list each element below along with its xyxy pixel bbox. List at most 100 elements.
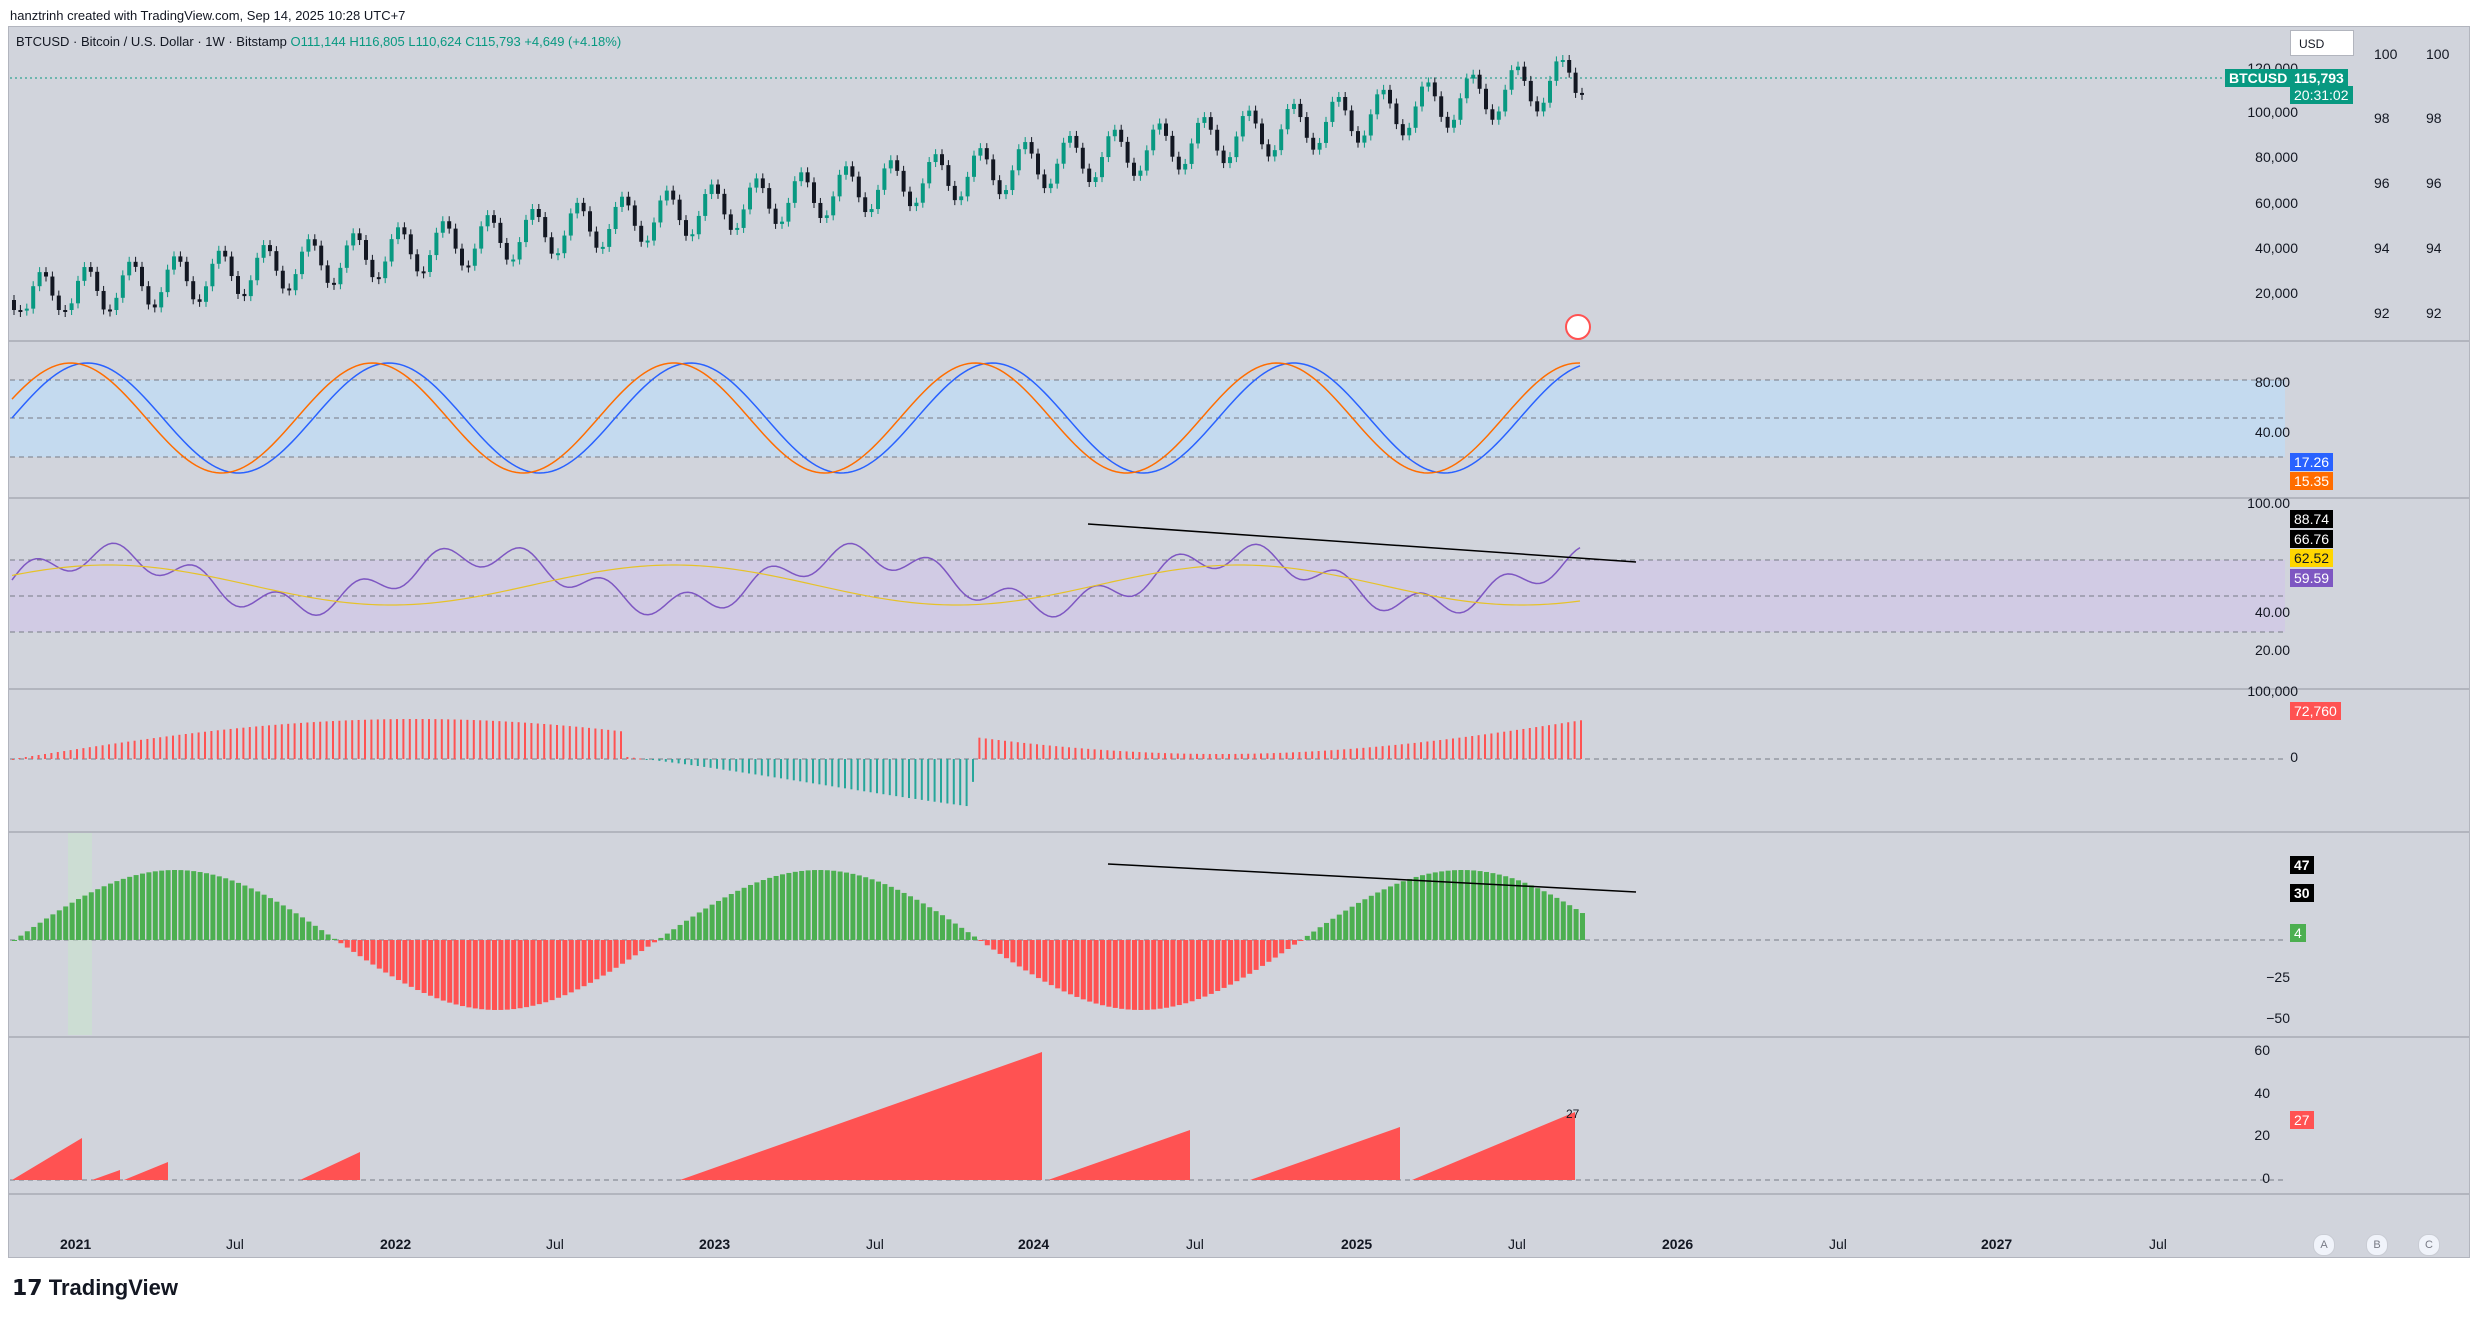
momentum-bar bbox=[1196, 940, 1201, 1000]
momentum-bar bbox=[1317, 927, 1323, 940]
hist-bar bbox=[287, 723, 290, 759]
candle bbox=[1407, 127, 1412, 136]
candle bbox=[1362, 135, 1367, 143]
currency-selector[interactable]: USD bbox=[2290, 30, 2354, 56]
hist-bar bbox=[492, 720, 494, 759]
candle bbox=[607, 229, 612, 247]
candle bbox=[888, 160, 893, 169]
hist-bar bbox=[1420, 742, 1422, 759]
candle bbox=[402, 227, 407, 235]
candle bbox=[901, 170, 906, 192]
candle bbox=[472, 248, 477, 266]
hist-bar bbox=[293, 723, 296, 759]
candle bbox=[255, 257, 260, 281]
momentum-bar bbox=[1458, 870, 1464, 940]
candle bbox=[242, 293, 247, 297]
ohlc-high: H116,805 bbox=[349, 34, 405, 49]
candle bbox=[236, 276, 240, 294]
hist-bar bbox=[370, 719, 373, 759]
tradingview-logo[interactable]: 𝟭𝟳 TradingView bbox=[12, 1275, 178, 1301]
hist-bar bbox=[229, 728, 232, 759]
secondary-tick: 98 bbox=[2374, 110, 2390, 126]
pane-separator bbox=[8, 831, 2470, 833]
momentum-bar bbox=[1170, 940, 1176, 1007]
momentum-bar bbox=[12, 940, 17, 941]
hist-bar bbox=[965, 759, 968, 807]
hist-bar bbox=[1023, 742, 1026, 759]
candle bbox=[1272, 150, 1277, 157]
hist-bar bbox=[1106, 750, 1109, 759]
momentum-bar bbox=[914, 899, 920, 940]
rsi-tick: 20.00 bbox=[2254, 642, 2290, 658]
momentum-bar bbox=[485, 940, 491, 1010]
hist-bar bbox=[735, 759, 738, 772]
corner-button-a[interactable]: A bbox=[2313, 1234, 2335, 1256]
candle bbox=[1298, 103, 1303, 118]
candle bbox=[812, 182, 816, 203]
candle bbox=[863, 197, 868, 213]
corner-button-b[interactable]: B bbox=[2366, 1234, 2388, 1256]
hist-bar bbox=[1266, 753, 1269, 759]
hist-bar bbox=[876, 759, 878, 794]
momentum-bar bbox=[1106, 940, 1112, 1007]
candle bbox=[1375, 94, 1380, 115]
hist-bar bbox=[364, 719, 366, 759]
hist-bar bbox=[37, 755, 40, 759]
chart-area[interactable] bbox=[8, 26, 2470, 1258]
candle bbox=[972, 155, 976, 177]
momentum-bar bbox=[229, 880, 235, 940]
hist-bar bbox=[844, 759, 846, 789]
momentum-bar bbox=[524, 940, 529, 1008]
momentum-bar bbox=[370, 940, 376, 965]
momentum-bar bbox=[703, 908, 709, 940]
momentum-bar bbox=[568, 940, 574, 993]
hist-bar bbox=[1503, 731, 1506, 759]
momentum-bar bbox=[658, 937, 664, 940]
momentum-bar bbox=[101, 886, 107, 940]
hist-bar bbox=[1426, 741, 1429, 759]
hist-bar bbox=[588, 727, 590, 759]
hist-bar bbox=[1516, 729, 1518, 759]
momentum-bar bbox=[172, 870, 177, 940]
momentum-bar bbox=[415, 940, 421, 991]
momentum-bar bbox=[76, 899, 81, 940]
symbol-badge: BTCUSD bbox=[2225, 69, 2292, 87]
hist-bar bbox=[703, 759, 706, 767]
hist-bar bbox=[1343, 749, 1346, 759]
counter-tick: 40 bbox=[2254, 1085, 2270, 1101]
candle bbox=[844, 166, 848, 175]
hist-bar bbox=[1196, 753, 1198, 759]
hist-bar bbox=[255, 726, 258, 759]
hist-bar bbox=[498, 721, 501, 759]
momentum-bar bbox=[140, 873, 145, 940]
time-tick: Jul bbox=[2149, 1236, 2167, 1252]
momentum-bar bbox=[1407, 878, 1413, 940]
hist-bar bbox=[1349, 748, 1352, 759]
momentum-bar bbox=[1266, 940, 1272, 962]
hist-bar bbox=[1496, 732, 1499, 759]
momentum-bar bbox=[357, 940, 363, 957]
price-tick: 80,000 bbox=[2255, 149, 2298, 165]
hist-bar bbox=[50, 753, 53, 759]
hist-bar bbox=[1484, 734, 1486, 759]
hist-bar bbox=[1407, 743, 1410, 759]
stoch-k-line bbox=[11, 362, 1581, 474]
secondary-tick: 96 bbox=[2426, 175, 2442, 191]
candle bbox=[1279, 129, 1284, 151]
hist-bar bbox=[914, 759, 917, 799]
time-tick: 2027 bbox=[1981, 1236, 2013, 1252]
candle bbox=[88, 267, 93, 272]
corner-button-c[interactable]: C bbox=[2418, 1234, 2440, 1256]
candle bbox=[927, 162, 932, 184]
momentum-bar bbox=[588, 940, 593, 983]
hist-bar bbox=[1215, 753, 1218, 759]
candle bbox=[1106, 136, 1111, 158]
hist-bar bbox=[716, 759, 718, 769]
hist-bar bbox=[1317, 751, 1320, 759]
counter-sawtooth bbox=[92, 1170, 120, 1180]
hist-bar bbox=[312, 722, 315, 759]
hist-bar bbox=[1228, 753, 1230, 759]
hist-bar bbox=[1445, 739, 1448, 759]
hist-bar bbox=[408, 719, 411, 759]
